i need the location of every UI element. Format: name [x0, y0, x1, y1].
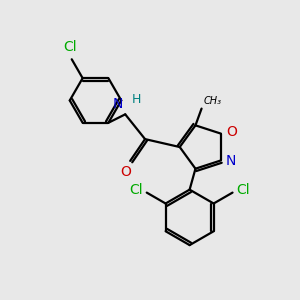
Text: N: N	[226, 154, 236, 168]
Text: N: N	[113, 98, 123, 111]
Text: O: O	[226, 125, 237, 139]
Text: Cl: Cl	[236, 183, 250, 196]
Text: Cl: Cl	[129, 183, 143, 196]
Text: O: O	[120, 165, 131, 179]
Text: CH₃: CH₃	[203, 96, 221, 106]
Text: H: H	[132, 93, 142, 106]
Text: Cl: Cl	[63, 40, 76, 54]
